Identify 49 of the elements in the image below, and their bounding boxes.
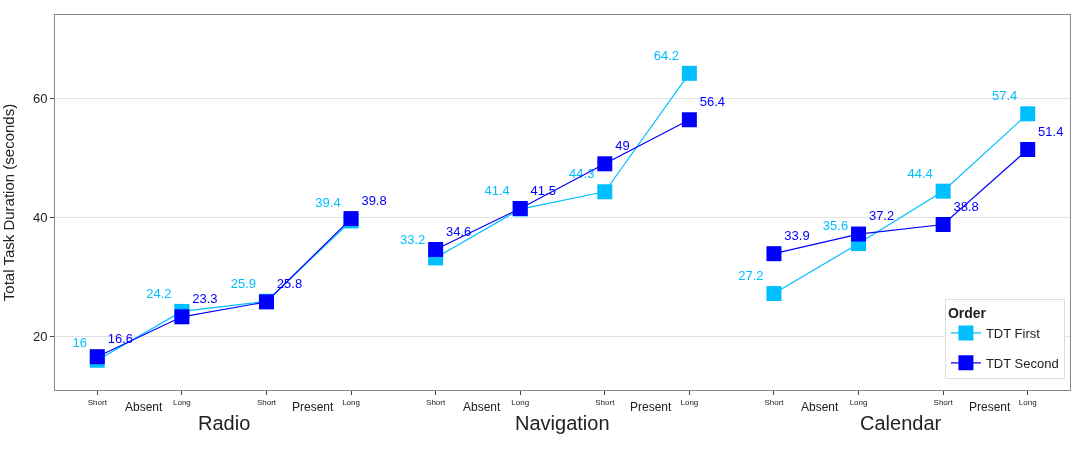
legend-title: Order — [947, 304, 987, 321]
data-label: 37.2 — [868, 208, 895, 224]
x-tick-label: Short — [87, 397, 108, 407]
x-tick-label: Short — [933, 397, 954, 407]
data-label: 39.4 — [315, 195, 341, 211]
y-tick-label: 20 — [32, 328, 48, 344]
data-label: 33.2 — [399, 232, 426, 248]
x-tick-label: Short — [256, 397, 277, 407]
legend-label: TDT First — [985, 325, 1041, 341]
x-tick-label: Long — [1018, 397, 1037, 407]
data-label: 25.9 — [230, 275, 257, 291]
data-label: 57.4 — [992, 88, 1018, 104]
data-label: 41.5 — [530, 182, 556, 198]
data-label: 49 — [615, 138, 630, 154]
data-label: 41.4 — [484, 183, 510, 199]
x-tick-label: Short — [595, 397, 616, 407]
text: Navigation — [515, 412, 610, 434]
y-axis-title: Total Task Duration (seconds) — [0, 103, 17, 302]
data-label: 33.9 — [784, 228, 810, 244]
data-label: 64.2 — [653, 47, 679, 63]
text: Absent — [463, 400, 502, 414]
y-tick-label: 40 — [32, 209, 48, 225]
text: Absent — [801, 400, 840, 414]
text: Present — [630, 400, 673, 414]
text: Calendar — [860, 412, 942, 434]
data-label: 24.2 — [146, 285, 172, 301]
x-tick-label: Short — [426, 397, 446, 407]
y-tick-label: 60 — [32, 90, 48, 106]
text: Present — [969, 400, 1012, 414]
x-tick-label: Long — [342, 397, 360, 407]
data-label: 16 — [72, 334, 87, 350]
data-label: 34.6 — [446, 223, 472, 239]
legend-label: TDT Second — [985, 355, 1059, 371]
data-label: 27.2 — [738, 267, 764, 283]
x-tick-label: Long — [172, 397, 191, 407]
text: Absent — [125, 400, 164, 414]
text: Present — [292, 400, 335, 414]
data-label: 23.3 — [192, 291, 218, 307]
data-label: 51.4 — [1038, 123, 1064, 139]
x-tick-label: Long — [849, 397, 868, 407]
text: Radio — [198, 412, 251, 434]
x-tick-label: Short — [764, 397, 785, 407]
x-tick-label: Long — [680, 397, 699, 407]
data-label: 16.6 — [107, 331, 133, 347]
data-label: 44.4 — [907, 165, 933, 181]
data-label: 39.8 — [361, 192, 387, 208]
data-label: 35.6 — [822, 217, 849, 233]
x-tick-label: Long — [511, 397, 530, 407]
data-label: 56.4 — [699, 94, 726, 110]
